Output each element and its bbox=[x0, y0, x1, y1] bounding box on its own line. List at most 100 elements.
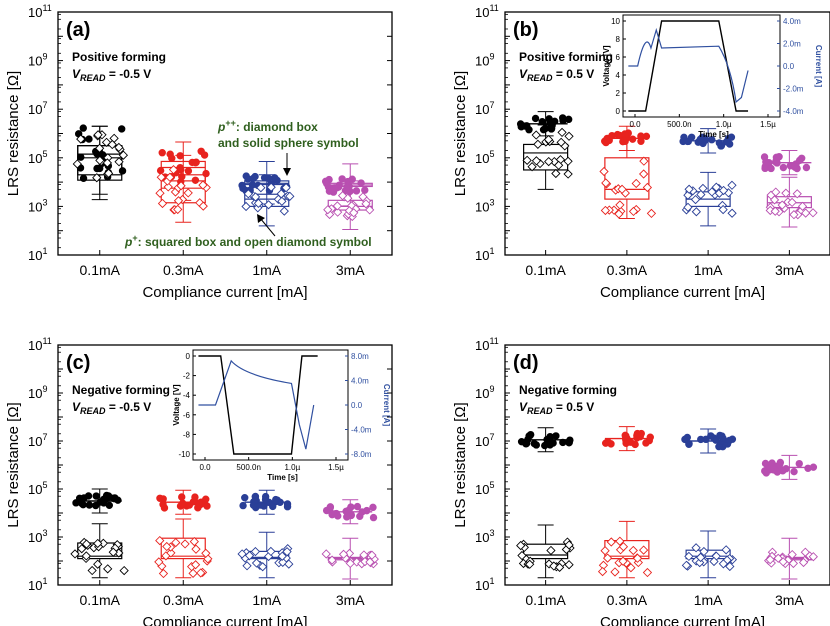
data-point-solid bbox=[802, 163, 811, 172]
box bbox=[523, 543, 569, 560]
read-voltage-label: VREAD = -0.5 V bbox=[72, 400, 151, 416]
data-point-open bbox=[709, 556, 719, 567]
data-point-open bbox=[107, 139, 117, 150]
data-point-open bbox=[203, 554, 213, 564]
data-point-open bbox=[628, 545, 638, 556]
voltage-trace bbox=[198, 355, 318, 455]
y-tick-label: 1011 bbox=[475, 3, 499, 20]
inset-y-tick-label: -8 bbox=[183, 430, 191, 439]
data-point-open bbox=[600, 205, 611, 216]
x-axis-label: Compliance current [mA] bbox=[142, 284, 307, 301]
y-tick-label: 101 bbox=[28, 246, 47, 263]
y-tick-label: 101 bbox=[28, 576, 47, 593]
inset-x-label: Time [s] bbox=[267, 473, 298, 482]
data-point-open bbox=[777, 200, 787, 210]
data-point-open bbox=[531, 156, 542, 166]
y-tick-label: 109 bbox=[475, 52, 494, 69]
data-point-open bbox=[808, 208, 818, 218]
y-tick-exponent: 9 bbox=[42, 52, 47, 62]
data-point-open bbox=[176, 181, 186, 191]
y-tick-exponent: 5 bbox=[42, 149, 47, 159]
data-point-solid bbox=[156, 494, 164, 502]
data-point-open bbox=[365, 205, 375, 215]
data-point-open bbox=[765, 555, 775, 565]
data-point-solid bbox=[85, 501, 94, 509]
p-symbol: p bbox=[217, 120, 225, 134]
data-point-open bbox=[281, 183, 291, 193]
data-point-open bbox=[253, 198, 264, 208]
x-tick-label: 0.3mA bbox=[163, 262, 204, 278]
data-point-solid bbox=[809, 463, 818, 471]
data-point-solid bbox=[200, 151, 209, 159]
data-point-open bbox=[95, 155, 105, 166]
inset-chart: 0 2 4 6 8 10 4.0m 2.0m 0.0 -2.0m -4.0m 0.0 500.0n 1.0… bbox=[602, 14, 823, 139]
y-axis-label: LRS resistance [Ω] bbox=[5, 402, 22, 527]
data-point-open bbox=[77, 544, 87, 554]
data-point-open bbox=[533, 139, 543, 149]
annotation-arrowhead bbox=[257, 214, 265, 223]
data-point-solid bbox=[642, 439, 650, 447]
p-text: : squared box and open diamond symbol bbox=[138, 235, 372, 249]
y-tick-label: 101 bbox=[475, 576, 494, 593]
read-voltage-label: VREAD = 0.5 V bbox=[519, 67, 594, 83]
y-tick-exponent: 1 bbox=[489, 246, 494, 256]
y-axis-label: LRS resistance [Ω] bbox=[452, 402, 469, 527]
data-point-open bbox=[563, 169, 573, 179]
data-point-open bbox=[718, 185, 729, 196]
data-point-open bbox=[707, 187, 717, 197]
inset-y2-label: Current [A] bbox=[814, 45, 823, 88]
data-point-open bbox=[190, 560, 201, 570]
data-point-open bbox=[727, 180, 737, 190]
y-tick-exponent: 3 bbox=[489, 197, 494, 207]
read-voltage-label: VREAD = 0.5 V bbox=[519, 400, 594, 416]
data-point-solid bbox=[551, 117, 559, 126]
inset-y2-tick-label: 4.0m bbox=[351, 377, 369, 386]
inset-y-label: Voltage [V] bbox=[172, 384, 181, 426]
data-point-solid bbox=[722, 138, 731, 146]
y-tick-label: 109 bbox=[475, 384, 494, 401]
data-point-open bbox=[87, 565, 97, 576]
y-tick-label: 1011 bbox=[28, 3, 52, 20]
data-point-solid bbox=[357, 179, 365, 187]
data-point-solid bbox=[93, 164, 101, 173]
current-trace bbox=[198, 359, 315, 450]
data-point-solid bbox=[239, 501, 247, 510]
data-point-open bbox=[165, 172, 175, 182]
p-superscript: + bbox=[132, 233, 137, 243]
data-point-solid bbox=[330, 184, 339, 192]
x-axis-label: Compliance current [mA] bbox=[600, 614, 765, 626]
data-point-open bbox=[154, 557, 164, 567]
read-subscript: READ bbox=[527, 406, 553, 416]
inset-y2-tick-label: -8.0m bbox=[351, 450, 372, 459]
data-point-solid bbox=[85, 135, 93, 143]
x-tick-label: 0.3mA bbox=[607, 262, 648, 278]
y-tick-exponent: 3 bbox=[489, 528, 494, 538]
annotation-pp: p++: diamond box bbox=[217, 118, 318, 134]
data-point-open bbox=[196, 568, 206, 578]
inset-y-label: Voltage [V] bbox=[602, 45, 611, 87]
inset-x-tick-label: 1.5µ bbox=[328, 463, 344, 472]
panel-label: (d) bbox=[513, 352, 539, 374]
data-point-solid bbox=[622, 432, 630, 440]
x-tick-label: 0.1mA bbox=[525, 592, 566, 608]
data-point-open bbox=[695, 552, 706, 563]
data-point-open bbox=[808, 552, 818, 562]
data-point-open bbox=[94, 143, 105, 153]
inset-x-tick-label: 0.0 bbox=[629, 120, 641, 129]
data-point-solid bbox=[684, 137, 692, 146]
data-point-solid bbox=[716, 431, 724, 440]
data-point-solid bbox=[761, 459, 770, 468]
data-point-solid bbox=[532, 441, 541, 449]
data-point-open bbox=[632, 553, 643, 563]
data-point-solid bbox=[559, 438, 567, 447]
data-point-open bbox=[615, 536, 625, 546]
data-point-solid bbox=[249, 174, 257, 183]
data-point-open bbox=[284, 559, 294, 569]
data-point-solid bbox=[156, 166, 165, 175]
y-tick-label: 1011 bbox=[28, 336, 52, 353]
data-point-open bbox=[543, 134, 554, 145]
data-point-open bbox=[683, 190, 693, 200]
data-point-open bbox=[173, 196, 184, 206]
data-point-open bbox=[516, 540, 526, 551]
